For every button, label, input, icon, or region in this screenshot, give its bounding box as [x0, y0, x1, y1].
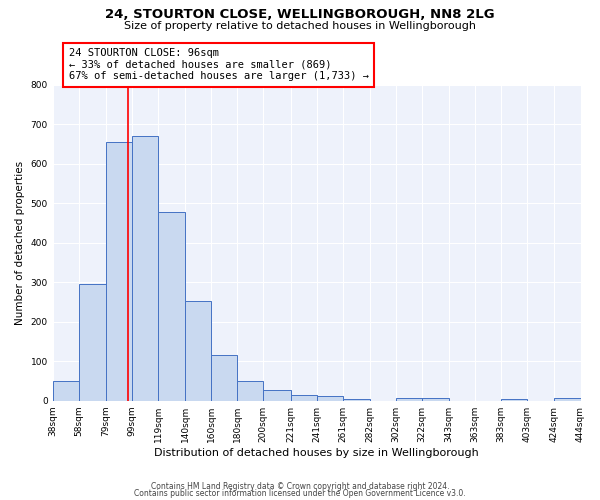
Bar: [554, 398, 581, 400]
Text: 24, STOURTON CLOSE, WELLINGBOROUGH, NN8 2LG: 24, STOURTON CLOSE, WELLINGBOROUGH, NN8 …: [105, 8, 495, 20]
Bar: [79, 284, 106, 401]
Bar: [106, 142, 132, 401]
Text: 24 STOURTON CLOSE: 96sqm
← 33% of detached houses are smaller (869)
67% of semi-: 24 STOURTON CLOSE: 96sqm ← 33% of detach…: [68, 48, 368, 82]
Bar: [343, 398, 370, 400]
Text: Contains public sector information licensed under the Open Government Licence v3: Contains public sector information licen…: [134, 488, 466, 498]
Text: Contains HM Land Registry data © Crown copyright and database right 2024.: Contains HM Land Registry data © Crown c…: [151, 482, 449, 491]
Bar: [211, 356, 237, 401]
Bar: [317, 396, 343, 400]
X-axis label: Distribution of detached houses by size in Wellingborough: Distribution of detached houses by size …: [154, 448, 479, 458]
Bar: [263, 390, 290, 400]
Bar: [396, 398, 422, 400]
Text: Size of property relative to detached houses in Wellingborough: Size of property relative to detached ho…: [124, 21, 476, 31]
Y-axis label: Number of detached properties: Number of detached properties: [15, 160, 25, 324]
Bar: [501, 398, 527, 400]
Bar: [290, 395, 317, 400]
Bar: [237, 381, 263, 400]
Bar: [158, 212, 185, 400]
Bar: [132, 136, 158, 400]
Bar: [53, 381, 79, 400]
Bar: [422, 398, 449, 400]
Bar: [185, 301, 211, 400]
